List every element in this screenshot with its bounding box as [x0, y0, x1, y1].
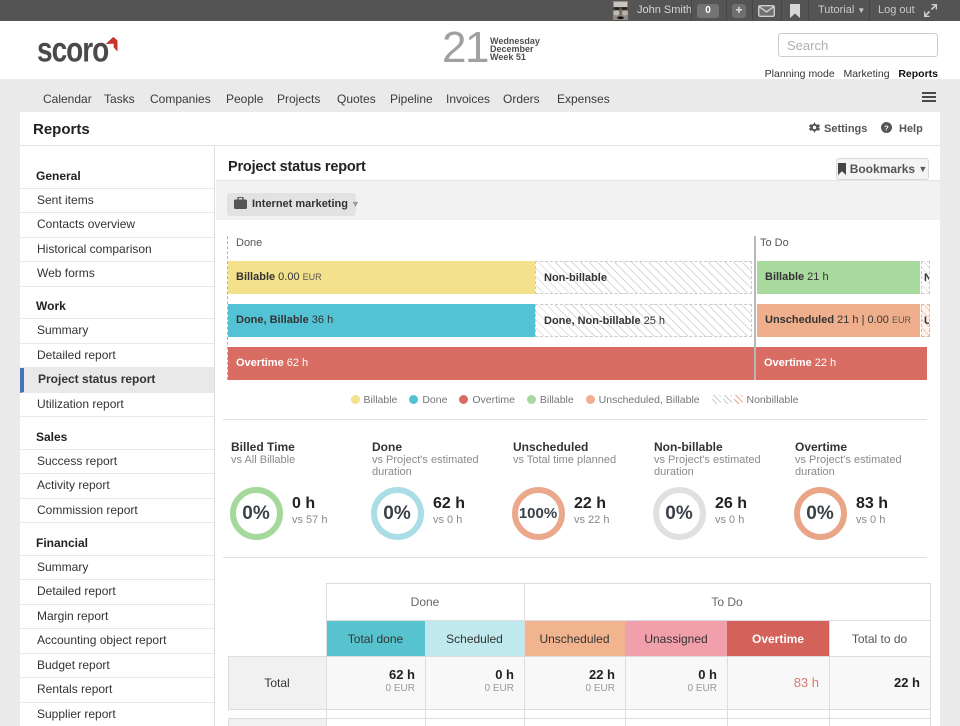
- svg-text:?: ?: [884, 123, 889, 132]
